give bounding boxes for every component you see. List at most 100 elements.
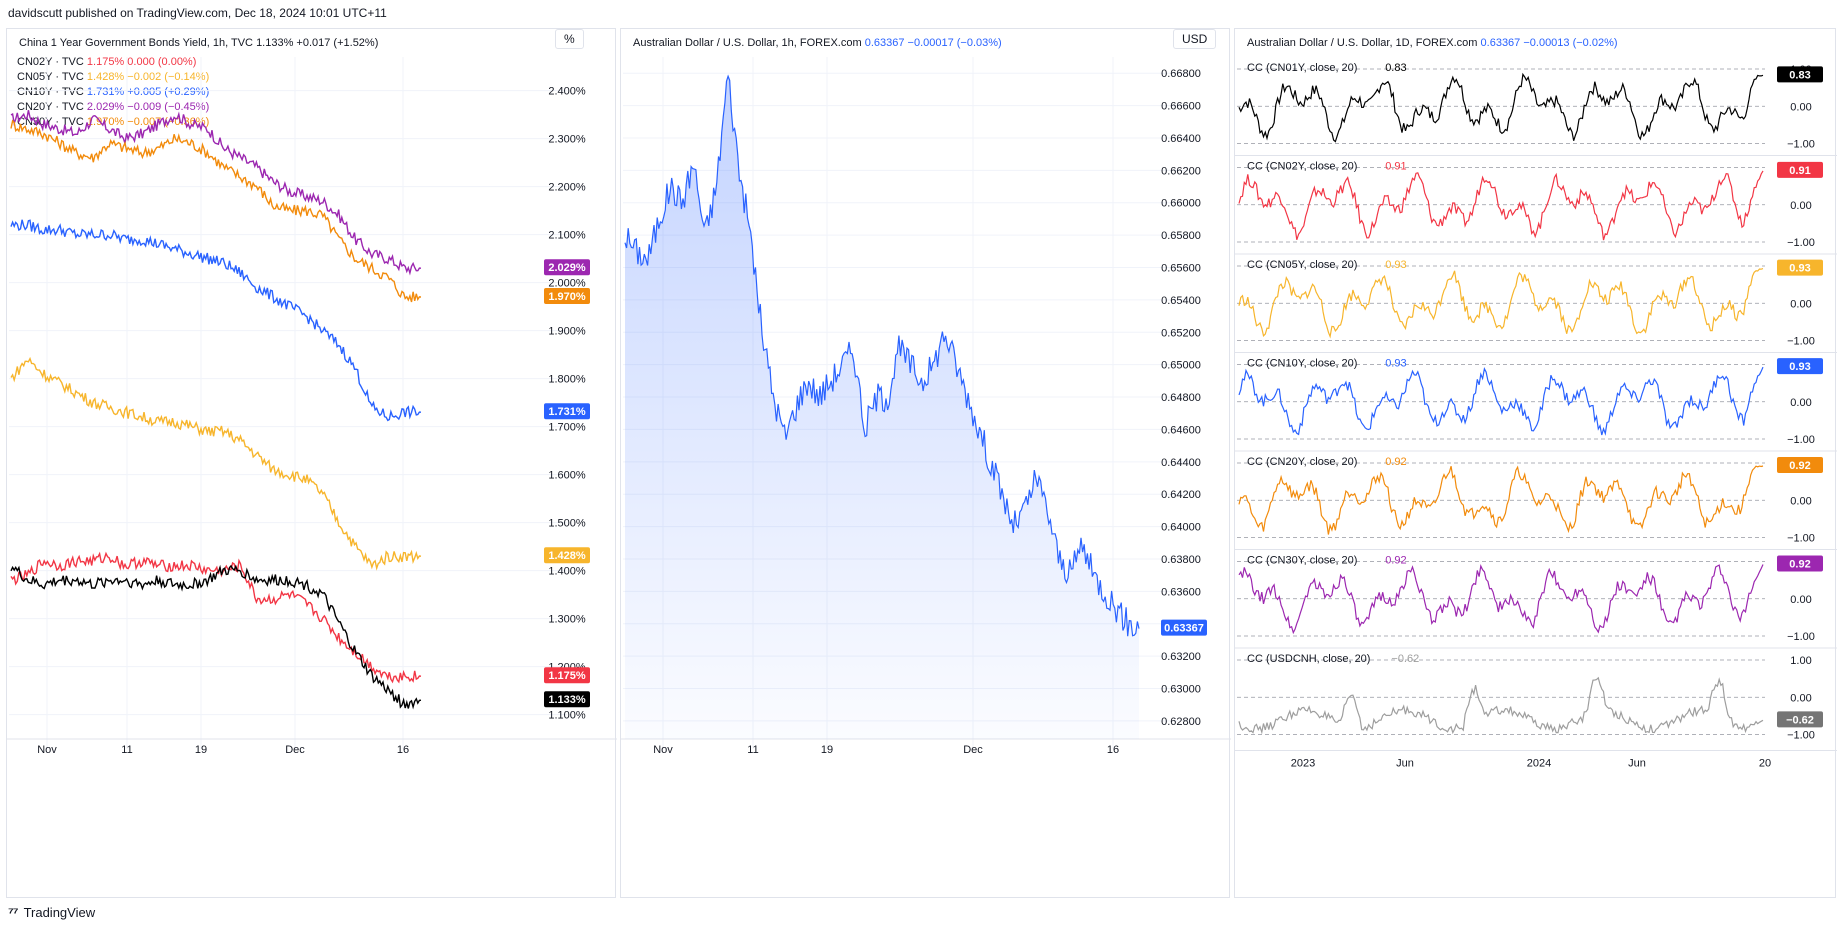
panel1-chart-svg: 2.400% 2.300% 2.200% 2.100% 2.000% 1.900% 1.80…: [7, 57, 617, 756]
pane-y-tick: −1.00: [1787, 631, 1815, 643]
corr-last-label-6-text: −0.62: [1786, 714, 1814, 726]
pane-value: −0.62: [1391, 653, 1419, 665]
series-cn02y: [10, 551, 422, 684]
last-label-cn30y-text: 1.970%: [548, 291, 586, 303]
pane-y-tick: −1.00: [1787, 730, 1815, 742]
p3-x-tick: Jun: [1396, 758, 1414, 770]
corr-line-3: [1238, 366, 1764, 436]
panel1-title-text: China 1 Year Government Bonds Yield, 1h,…: [19, 37, 253, 49]
p3-x-tick: 2024: [1527, 758, 1551, 770]
panel2-chart-svg: 0.66800 0.66600 0.66400 0.66200 0.66000 0.658…: [621, 57, 1231, 756]
pane-y-tick: −1.00: [1787, 336, 1815, 348]
series-cn05y: [10, 356, 422, 571]
corr-last-label-4-bg: [1777, 456, 1823, 473]
last-label-audusd-bg: [1161, 619, 1207, 636]
last-label-cn01y: 1.133%: [544, 691, 590, 708]
legend-name: CN10Y · TVC: [17, 86, 87, 98]
legend-value: 2.029%: [86, 101, 125, 113]
corr-last-label-3-bg: [1777, 358, 1823, 375]
p1-y-tick: 1.600%: [548, 470, 586, 482]
corr-last-label-0: 0.83: [1777, 66, 1823, 83]
corr-last-label-5-text: 0.92: [1789, 558, 1810, 570]
china-yields-panel: China 1 Year Government Bonds Yield, 1h,…: [6, 28, 617, 898]
panel3-chart-svg: 1.00 0.00 −1.00 CC (CN01Y, close, 20) 0.83 0.…: [1235, 62, 1837, 770]
last-label-cn02y-bg: [544, 667, 590, 684]
last-label-cn05y-bg: [544, 547, 590, 564]
p1-y-tick: 1.900%: [548, 326, 586, 338]
p2-x-tick: 11: [747, 744, 758, 756]
panel1-title: China 1 Year Government Bonds Yield, 1h,…: [19, 37, 378, 49]
p1-x-tick: Dec: [285, 744, 305, 756]
p1-y-tick: 2.400%: [548, 86, 586, 98]
panel3-title: Australian Dollar / U.S. Dollar, 1D, FOR…: [1247, 37, 1618, 49]
pane-value: 0.83: [1385, 62, 1406, 74]
panel2-unit-button[interactable]: USD: [1173, 29, 1217, 49]
last-label-cn02y-text: 1.175%: [548, 670, 586, 682]
corr-line-5: [1238, 563, 1764, 635]
corr-last-label-0-bg: [1777, 66, 1823, 83]
p1-x-tick: 16: [397, 744, 409, 756]
p2-y-tick: 0.66600: [1161, 101, 1201, 113]
correlation-panel: Australian Dollar / U.S. Dollar, 1D, FOR…: [1234, 28, 1837, 898]
pane-y-tick: 0.00: [1790, 101, 1811, 113]
panel1-unit-button[interactable]: %: [555, 29, 584, 49]
legend-value: 1.175%: [86, 56, 125, 68]
pane-y-tick: 0.00: [1790, 594, 1811, 606]
corr-line-1: [1238, 170, 1764, 241]
publisher-line: davidscutt published on TradingView.com,…: [8, 6, 387, 20]
last-label-cn05y: 1.428%: [544, 547, 590, 564]
p1-y-tick: 2.200%: [548, 182, 586, 194]
legend-value: 1.731%: [86, 86, 125, 98]
pane-value: 0.93: [1385, 259, 1406, 271]
legend-row[interactable]: CN20Y · TVC 2.029% −0.009 (−0.45%): [17, 100, 209, 115]
p3-x-tick: 20: [1759, 758, 1771, 770]
corr-last-label-1: 0.91: [1777, 161, 1823, 178]
last-label-cn01y-bg: [544, 691, 590, 708]
corr-line-4: [1238, 465, 1764, 535]
p1-x-tick: Nov: [37, 744, 57, 756]
p1-y-tick: 2.000%: [548, 278, 586, 290]
pane-y-tick: −1.00: [1787, 139, 1815, 151]
last-label-audusd: 0.63367: [1161, 619, 1207, 636]
p1-y-tick: 1.400%: [548, 566, 586, 578]
pane-label: CC (CN05Y, close, 20): [1247, 259, 1357, 271]
pane-y-tick: 0.00: [1790, 495, 1811, 507]
legend-row[interactable]: CN10Y · TVC 1.731% +0.005 (+0.29%): [17, 85, 209, 100]
pane-y-tick: −1.00: [1787, 237, 1815, 249]
p2-y-tick: 0.65400: [1161, 295, 1201, 307]
p1-x-tick: 11: [121, 744, 132, 756]
tv-logo-icon[interactable]: ⁷⁷: [8, 904, 19, 920]
corr-last-label-3: 0.93: [1777, 358, 1823, 375]
footer-brand[interactable]: TradingView: [23, 904, 96, 920]
pane-label: CC (CN20Y, close, 20): [1247, 456, 1357, 468]
p2-y-tick: 0.65200: [1161, 327, 1201, 339]
pane-label: CC (CN30Y, close, 20): [1247, 555, 1357, 567]
pane-value: 0.91: [1385, 161, 1406, 173]
panel3-title-value: 0.63367 −0.00013 (−0.02%): [1480, 37, 1618, 49]
p2-x-tick: Nov: [653, 744, 673, 756]
p2-y-tick: 0.64200: [1161, 489, 1201, 501]
pane-label: CC (CN02Y, close, 20): [1247, 161, 1357, 173]
pane-y-tick: 0.00: [1790, 298, 1811, 310]
p2-y-tick: 0.63600: [1161, 586, 1201, 598]
last-label-cn02y: 1.175%: [544, 667, 590, 684]
last-label-cn10y-text: 1.731%: [548, 406, 586, 418]
panel3-title-text: Australian Dollar / U.S. Dollar, 1D, FOR…: [1247, 37, 1478, 49]
panel1-legend: CN02Y · TVC 1.175% 0.000 (0.00%) CN05Y · …: [17, 55, 209, 130]
last-label-cn30y: 1.970%: [544, 288, 590, 304]
legend-name: CN05Y · TVC: [17, 71, 87, 83]
last-label-cn01y-text: 1.133%: [548, 694, 586, 706]
pane-label: CC (CN01Y, close, 20): [1247, 62, 1357, 74]
corr-last-label-4-text: 0.92: [1789, 460, 1810, 472]
legend-row[interactable]: CN05Y · TVC 1.428% −0.002 (−0.14%): [17, 70, 209, 85]
series-cn30y: [10, 119, 422, 303]
legend-row[interactable]: CN02Y · TVC 1.175% 0.000 (0.00%): [17, 55, 209, 70]
p1-y-tick: 1.700%: [548, 422, 586, 434]
p3-x-tick: Jun: [1628, 758, 1646, 770]
legend-name: CN20Y · TVC: [17, 101, 87, 113]
corr-last-label-6-bg: [1777, 711, 1823, 728]
p2-y-tick: 0.63800: [1161, 554, 1201, 566]
p2-y-tick: 0.66800: [1161, 68, 1201, 80]
pane-label: CC (CN10Y, close, 20): [1247, 358, 1357, 370]
last-label-cn30y-bg: [544, 288, 590, 304]
